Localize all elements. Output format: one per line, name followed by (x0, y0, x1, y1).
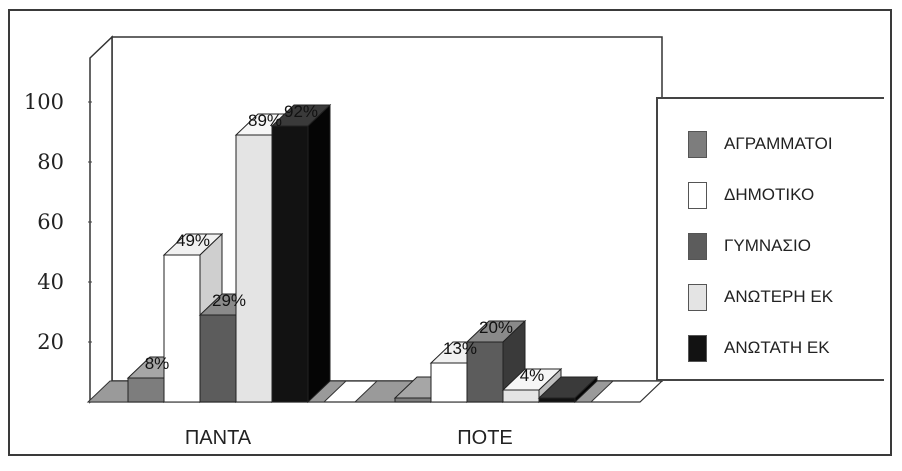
bar (199, 314, 237, 403)
data-label: 4% (520, 366, 545, 385)
legend-label: ΑΓΡΑΜΜΑΤΟΙ (724, 134, 833, 153)
legend-item: ΓΥΜΝΑΣΙΟ (688, 229, 811, 263)
y-axis-ticks: 100 80 60 40 20 (24, 90, 92, 354)
bar (466, 341, 504, 403)
legend-swatch (688, 130, 707, 158)
legend-item: ΑΝΩΤΑΤΗ ΕΚ (688, 331, 830, 365)
data-label: 13% (443, 339, 477, 358)
y-tick-label: 100 (24, 90, 64, 114)
bar (538, 397, 576, 403)
legend-item: ΑΓΡΑΜΜΑΤΟΙ (688, 127, 833, 161)
x-category-label: ΠΟΤΕ (457, 427, 513, 449)
bar (163, 254, 201, 403)
legend-swatch (688, 181, 707, 209)
bar (271, 125, 309, 403)
y-tick-label: 20 (37, 330, 64, 354)
bar (502, 389, 540, 403)
legend: ΑΓΡΑΜΜΑΤΟΙ ΔΗΜΟΤΙΚΟ ΓΥΜΝΑΣΙΟ ΑΝΩΤΕΡΗ ΕΚ ΑΝΩΤ… (656, 97, 884, 381)
data-labels: 8% 49% 29% 89% 92% 13%20% 4% (145, 102, 545, 385)
data-label: 8% (145, 354, 170, 373)
legend-swatch (688, 283, 707, 311)
x-category-label: ΠΑΝΤΑ (185, 427, 252, 449)
legend-label: ΑΝΩΤΑΤΗ ΕΚ (724, 338, 830, 357)
data-label: 92% (284, 102, 318, 121)
data-label: 20% (479, 318, 513, 337)
data-label: 49% (176, 231, 210, 250)
bar (127, 377, 165, 403)
legend-label: ΑΝΩΤΕΡΗ ΕΚ (724, 287, 834, 306)
bar-side (574, 375, 598, 404)
bar-series (86, 103, 615, 404)
y-tick-label: 60 (37, 210, 64, 234)
legend-label: ΓΥΜΝΑΣΙΟ (724, 236, 811, 255)
legend-swatch (688, 334, 707, 362)
legend-swatch (688, 232, 707, 260)
legend-label: ΔΗΜΟΤΙΚΟ (724, 185, 815, 204)
y-tick-label: 40 (37, 270, 64, 294)
bar (235, 134, 273, 403)
y-tick-label: 80 (37, 150, 64, 174)
legend-item: ΔΗΜΟΤΙΚΟ (688, 178, 814, 212)
bar-side (307, 103, 331, 404)
bar (430, 362, 468, 403)
bar (394, 397, 432, 403)
legend-item: ΑΝΩΤΕΡΗ ΕΚ (688, 280, 833, 314)
data-label: 29% (212, 291, 246, 310)
x-axis-categories: ΠΑΝΤΑ ΠΟΤΕ (185, 427, 513, 449)
side-wall (89, 35, 113, 404)
data-label: 89% (248, 111, 282, 130)
